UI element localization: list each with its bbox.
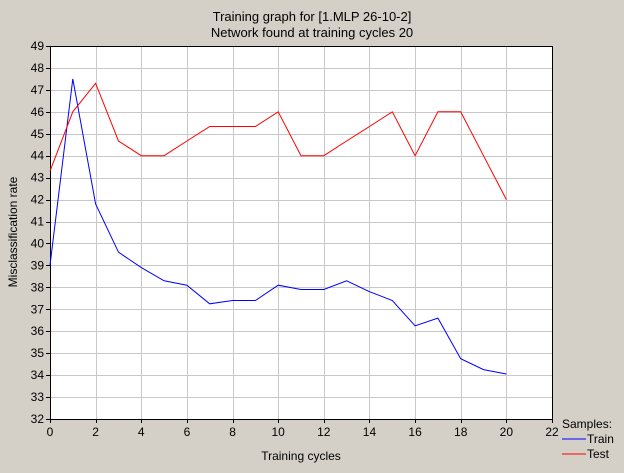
x-tick-label: 10: [272, 425, 286, 439]
x-tick-label: 6: [184, 425, 191, 439]
y-tick-label: 36: [31, 324, 45, 338]
legend: Samples: Train Test: [562, 417, 614, 461]
y-tick-label: 48: [31, 61, 45, 75]
y-tick-label: 45: [31, 127, 45, 141]
series-line-train: [49, 78, 507, 375]
series-group: [49, 78, 507, 375]
plot-frame: [50, 46, 553, 420]
y-tick-label: 34: [31, 368, 45, 382]
legend-label-train: Train: [587, 432, 614, 446]
plot-area: [50, 46, 552, 419]
x-tick-label: 14: [363, 425, 377, 439]
x-tick-label: 4: [138, 425, 145, 439]
x-tick-label: 22: [545, 425, 559, 439]
x-tick-label: 20: [500, 425, 514, 439]
y-tick-label: 46: [31, 105, 45, 119]
y-tick-label: 40: [31, 236, 45, 250]
y-tick-label: 49: [31, 39, 45, 53]
y-axis: 32 33 34 35 36 37 38 39 40 41 42 43 44 45 46 47 48 49: [31, 39, 50, 426]
legend-title: Samples:: [562, 417, 612, 431]
chart-title: Training graph for [1.MLP 26-10-2]: [213, 9, 412, 24]
x-tick-label: 8: [229, 425, 236, 439]
y-tick-label: 43: [31, 171, 45, 185]
x-tick-label: 12: [317, 425, 331, 439]
chart-subtitle: Network found at training cycles 20: [211, 25, 413, 40]
y-tick-label: 39: [31, 258, 45, 272]
y-tick-label: 37: [31, 302, 45, 316]
y-tick-label: 32: [31, 412, 45, 426]
x-axis: 0 2 4 6 8 10 12 14 16 18 20 22: [47, 419, 559, 439]
x-tick-label: 0: [47, 425, 54, 439]
x-tick-label: 16: [408, 425, 422, 439]
y-tick-label: 35: [31, 346, 45, 360]
y-tick-label: 41: [31, 215, 45, 229]
y-tick-label: 33: [31, 390, 45, 404]
x-tick-label: 2: [92, 425, 99, 439]
series-line-test: [49, 82, 507, 200]
x-tick-label: 18: [454, 425, 468, 439]
legend-label-test: Test: [587, 447, 610, 461]
y-axis-label: Misclassification rate: [6, 176, 20, 287]
y-tick-label: 38: [31, 280, 45, 294]
y-tick-label: 42: [31, 193, 45, 207]
y-tick-label: 47: [31, 83, 45, 97]
x-axis-label: Training cycles: [261, 449, 341, 463]
y-tick-label: 44: [31, 149, 45, 163]
